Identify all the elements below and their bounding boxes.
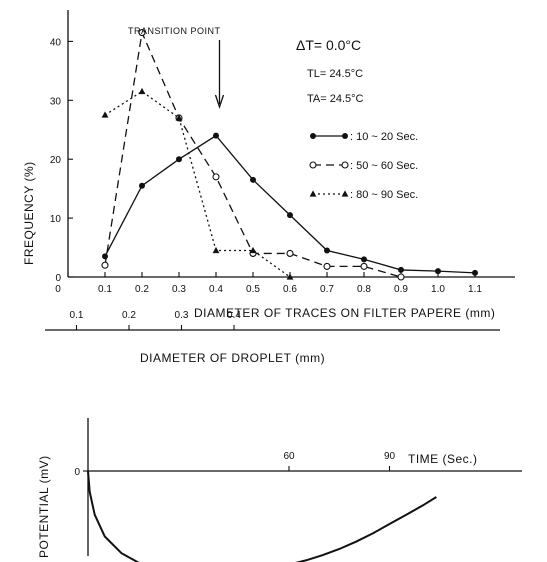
potential-y-label: POTENTIAL (mV) [37, 455, 51, 558]
legend-label: : 80 ~ 90 Sec. [350, 189, 418, 201]
droplet-tick-label: 0.2 [122, 310, 136, 321]
frequency-data-point [360, 262, 368, 270]
frequency-data-point [398, 266, 404, 273]
frequency-data-point [249, 246, 257, 254]
frequency-data-point [138, 29, 146, 37]
frequency-chart: 0 10 20 30 40 0 0.1 0.2 0.3 0.4 0.5 0.6 0.7 0.8 0.9 1.… [22, 10, 515, 365]
frequency-x-tick-label: 0.3 [172, 284, 186, 295]
frequency-x-tick-label: 0.9 [394, 284, 408, 295]
droplet-axis-ticks: 0.1 0.2 0.3 0.4 [70, 310, 241, 330]
frequency-data-point [138, 87, 146, 95]
droplet-axis-label: DIAMETER OF DROPLET (mm) [140, 351, 325, 365]
frequency-x-tick-label: 0.5 [246, 284, 260, 295]
frequency-data-point [212, 246, 220, 254]
frequency-data-point [102, 253, 108, 260]
frequency-data-point [361, 256, 367, 263]
frequency-x-tick-label: 0.1 [98, 284, 112, 295]
frequency-data-point [324, 247, 330, 254]
droplet-tick-label: 0.4 [227, 310, 241, 321]
transition-point-arrow [214, 40, 225, 110]
frequency-x-tick-label: 0.6 [283, 284, 297, 295]
frequency-data-point [101, 111, 109, 118]
time-tick-label: 90 [384, 451, 396, 462]
delta-t-label: ΔT= 0.0°C [296, 37, 361, 53]
frequency-data-point [397, 273, 405, 281]
frequency-y-tick-label: 10 [50, 214, 62, 225]
legend-marker [309, 190, 317, 197]
frequency-series-line [104, 90, 291, 278]
tl-label: TL= 24.5°C [307, 68, 363, 80]
transition-arrow-head [214, 94, 225, 110]
legend-label: : 50 ~ 60 Sec. [350, 160, 418, 172]
frequency-x-label: DIAMETER OF TRACES ON FILTER PAPERE (mm) [194, 306, 495, 320]
frequency-y-tick-label: 30 [50, 96, 62, 107]
frequency-y-label: FREQUENCY (%) [22, 161, 36, 265]
potential-ticks: 0-106090 [74, 451, 396, 478]
frequency-data-point [286, 273, 294, 280]
frequency-series-1 [102, 132, 478, 276]
legend-label: : 10 ~ 20 Sec. [350, 131, 418, 143]
frequency-data-point [176, 156, 182, 163]
frequency-data-point [139, 182, 145, 189]
legend-marker [310, 133, 316, 139]
frequency-data-point [175, 114, 183, 121]
frequency-y-tick-label: 40 [50, 37, 62, 48]
legend-marker [341, 190, 349, 197]
frequency-data-point [435, 268, 441, 275]
frequency-x-tick-label: 1.1 [468, 284, 482, 295]
time-axis-label: TIME (Sec.) [408, 452, 478, 466]
ta-label: TA= 24.5°C [307, 93, 364, 105]
frequency-x-tick-label: 0.2 [135, 284, 149, 295]
frequency-x-ticks: 0 0.1 0.2 0.3 0.4 0.5 0.6 0.7 0.8 0.9 1.0 1.1 [55, 272, 482, 295]
potential-curve [87, 470, 437, 562]
frequency-y-tick-label: 20 [50, 155, 62, 166]
frequency-y-tick-label: 0 [55, 273, 61, 284]
legend-marker [309, 161, 317, 169]
legend-marker [342, 133, 348, 139]
potential-chart: 0-106090 POTENTIAL (mV) TIME (Sec.) [37, 418, 522, 562]
legend: : 10 ~ 20 Sec. : 50 ~ 60 Sec. : 80 ~ 90 Se… [309, 131, 418, 201]
frequency-x-tick-label: 0.4 [209, 284, 223, 295]
frequency-x-tick-label: 1.0 [431, 284, 445, 295]
potential-y-tick-label: 0 [74, 467, 80, 478]
frequency-data-point [250, 176, 256, 183]
frequency-series-3 [101, 87, 294, 280]
time-tick-label: 60 [283, 451, 295, 462]
frequency-data-point [213, 132, 219, 139]
frequency-data-point [323, 262, 331, 270]
frequency-series-2 [101, 29, 405, 281]
frequency-data-point [472, 269, 478, 276]
frequency-data-point [212, 173, 220, 181]
frequency-data-point [287, 212, 293, 219]
frequency-data-point [101, 261, 109, 269]
legend-marker [341, 161, 349, 169]
transition-point-label: TRANSITION POINT [128, 26, 221, 36]
frequency-x-tick-label: 0.8 [357, 284, 371, 295]
frequency-series [101, 29, 478, 281]
frequency-data-point [286, 249, 294, 257]
frequency-x-tick-label: 0.7 [320, 284, 334, 295]
droplet-tick-label: 0.1 [70, 310, 84, 321]
frequency-y-ticks: 0 10 20 30 40 [50, 37, 73, 284]
frequency-x-tick-label: 0 [55, 284, 61, 295]
droplet-tick-label: 0.3 [175, 310, 189, 321]
